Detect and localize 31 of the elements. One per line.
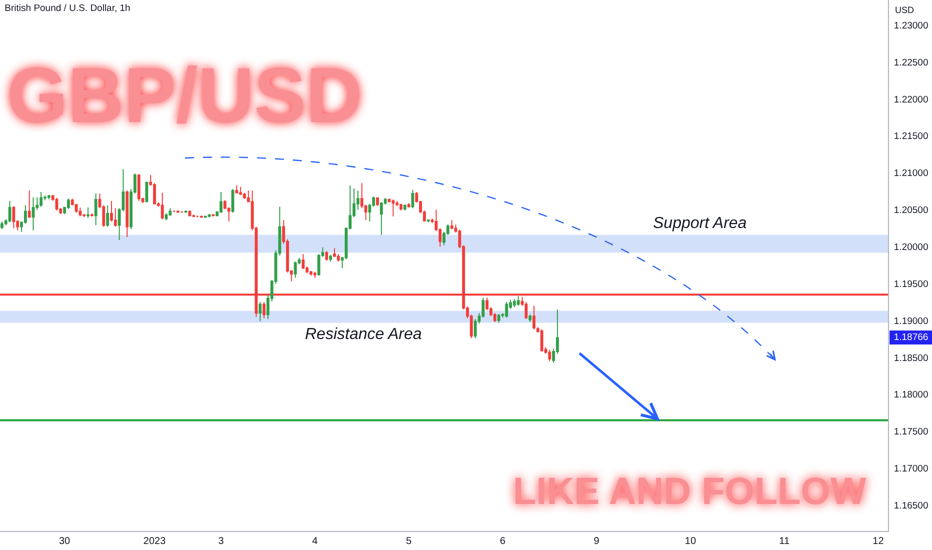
y-tick-label: 1.22000 [894, 94, 928, 106]
x-tick-label: 11 [779, 536, 790, 547]
y-tick-label: 1.22500 [894, 57, 928, 68]
band-label: Support Area [653, 215, 747, 232]
x-tick-label: 6 [500, 536, 506, 547]
y-tick-label: 1.21000 [894, 168, 928, 180]
x-tick-label: 10 [684, 536, 696, 547]
y-tick-label: 1.16500 [894, 500, 928, 512]
annotation: LIKE AND FOLLOW [513, 471, 866, 513]
y-tick-label: 1.18500 [894, 352, 928, 364]
chart-title: British Pound / U.S. Dollar, 1h [4, 3, 130, 14]
y-tick-label: 1.18000 [894, 390, 928, 401]
annotation: 1.18766 [894, 332, 928, 343]
y-tick-label: 1.19500 [894, 278, 928, 290]
y-tick-label: 1.19000 [894, 316, 928, 327]
annotation: GBP/USD [7, 51, 362, 139]
x-tick-label: 30 [58, 536, 71, 547]
x-tick-label: 4 [312, 536, 318, 547]
y-tick-label: 1.23000 [894, 20, 928, 32]
band-label: Resistance Area [305, 326, 422, 343]
x-tick-label: 2023 [143, 536, 166, 547]
y-tick-label: 1.17500 [894, 426, 928, 438]
y-tick-label: 1.17000 [894, 464, 928, 475]
y-axis-title: USD [895, 5, 914, 15]
x-tick-label: 9 [594, 536, 600, 547]
y-tick-label: 1.21500 [894, 131, 928, 142]
x-tick-label: 3 [218, 536, 224, 547]
y-tick-label: 1.20000 [894, 242, 928, 253]
x-tick-label: 12 [872, 536, 884, 547]
x-tick-label: 5 [406, 536, 412, 547]
y-tick-label: 1.20500 [894, 205, 928, 216]
